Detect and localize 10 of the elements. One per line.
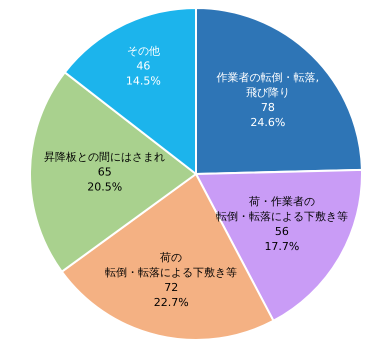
data-label: 78 24.6%	[250, 100, 286, 129]
data-label: 65 20.5%	[87, 166, 122, 194]
data-label: 72 22.7%	[154, 281, 189, 310]
slice-label: 荷・作業者の転倒・転落による下敷き等	[216, 194, 348, 223]
slice-label: 荷の転倒・転落による下敷き等	[105, 251, 238, 280]
slice-label: 作業者の転倒・転落,飛び降り	[216, 70, 320, 99]
data-label: 46 14.5%	[126, 60, 161, 88]
slice-label: その他	[126, 44, 160, 58]
data-label: 56 17.7%	[264, 224, 300, 253]
slice-label: 昇降板との間にはさまれ	[44, 150, 166, 164]
